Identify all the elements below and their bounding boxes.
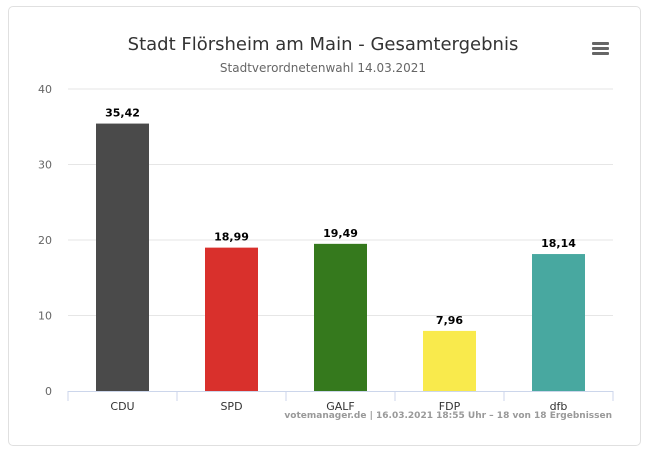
data-label: 19,49 [323, 227, 358, 240]
data-label: 18,14 [541, 237, 576, 250]
bar-dfb [532, 254, 585, 391]
y-tick-label: 30 [38, 159, 52, 172]
y-tick-label: 0 [45, 385, 52, 398]
x-tick-label: FDP [439, 400, 461, 413]
menu-line [592, 52, 609, 55]
y-tick-label: 40 [38, 83, 52, 96]
chart-subtitle: Stadtverordnetenwahl 14.03.2021 [219, 61, 427, 75]
bar-cdu [96, 123, 149, 391]
x-tick-label: GALF [326, 400, 355, 413]
y-tick-label: 20 [38, 234, 52, 247]
x-tick-label: SPD [220, 400, 242, 413]
bar-fdp [423, 330, 476, 391]
chart-title: Stadt Flörsheim am Main - Gesamtergebnis [127, 34, 519, 55]
bar-galf [314, 243, 367, 391]
bar-spd [205, 247, 258, 391]
menu-line [592, 42, 609, 45]
data-label: 7,96 [436, 314, 463, 327]
data-label: 35,42 [105, 107, 140, 120]
y-tick-label: 10 [38, 310, 52, 323]
menu-line [592, 47, 609, 50]
x-tick-label: dfb [550, 400, 568, 413]
credits-text[interactable]: votemanager.de | 16.03.2021 18:55 Uhr – … [284, 411, 612, 421]
hamburger-menu-icon[interactable] [592, 40, 610, 56]
data-label: 18,99 [214, 231, 249, 244]
x-tick-label: CDU [110, 400, 134, 413]
